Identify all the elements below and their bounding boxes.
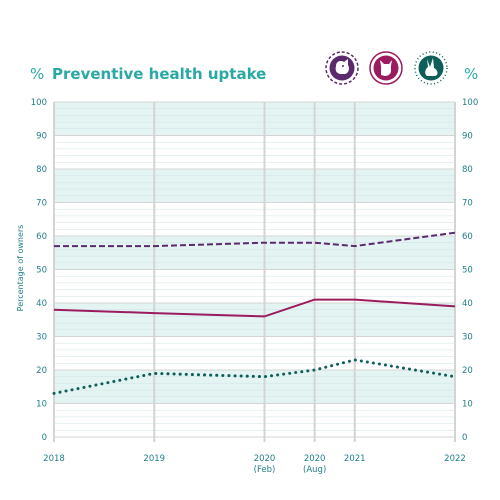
y-tick-label: 40 (36, 299, 47, 309)
y-tick-label: 100 (31, 98, 47, 108)
plot-background (54, 102, 455, 404)
series-lines (52, 231, 457, 395)
grid-band (54, 370, 455, 404)
dog-icon (325, 51, 359, 85)
gridlines (53, 101, 456, 442)
x-tick-label: 2021 (344, 454, 366, 464)
x-tick-note: (Aug) (303, 465, 326, 475)
y-tick-label: 10 (36, 400, 47, 410)
x-tick-label: 2020 (304, 454, 326, 464)
y-tick-label: 80 (36, 165, 47, 175)
rabbit-icon (414, 51, 448, 85)
y-tick-label: 0 (462, 433, 467, 443)
x-tick-note: (Feb) (254, 465, 276, 475)
grid-band (54, 169, 455, 203)
y-tick-label: 50 (36, 266, 47, 276)
y-tick-label: 90 (36, 132, 47, 142)
grid-band (54, 303, 455, 337)
y-axis-left: 0 10 20 30 40 50 60 70 80 90 100 (31, 98, 47, 443)
y-tick-label: 80 (462, 165, 473, 175)
y-tick-label: 60 (462, 232, 473, 242)
y-tick-label: 50 (462, 266, 473, 276)
left-unit-label: % (30, 65, 44, 83)
y-tick-label: 70 (36, 199, 47, 209)
y-tick-label: 60 (36, 232, 47, 242)
x-axis: 2018 2019 2020(Feb)2020(Aug)2021 2022 (43, 454, 466, 475)
y-tick-label: 20 (36, 366, 47, 376)
cat-icon (369, 51, 403, 85)
y-axis-right: 0 10 20 30 40 50 60 70 80 90 100 (462, 98, 478, 443)
grid-band (54, 102, 455, 136)
y-axis-label: Percentage of owners (16, 225, 25, 312)
x-tick-label: 2022 (444, 454, 466, 464)
series-line-dog (54, 231, 456, 248)
y-tick-label: 90 (462, 132, 473, 142)
y-tick-label: 40 (462, 299, 473, 309)
series-line-rabbit (52, 358, 457, 395)
y-tick-label: 30 (36, 333, 47, 343)
y-tick-label: 0 (42, 433, 47, 443)
y-tick-label: 100 (462, 98, 478, 108)
y-tick-label: 20 (462, 366, 473, 376)
x-tick-label: 2019 (143, 454, 165, 464)
chart-title: Preventive health uptake (52, 65, 266, 83)
x-tick-label: 2018 (43, 454, 65, 464)
y-tick-label: 70 (462, 199, 473, 209)
y-tick-label: 30 (462, 333, 473, 343)
x-tick-label: 2020 (254, 454, 276, 464)
grid-band (54, 236, 455, 270)
series-line-cat (53, 298, 456, 318)
right-unit-label: % (464, 65, 478, 83)
y-tick-label: 10 (462, 400, 473, 410)
